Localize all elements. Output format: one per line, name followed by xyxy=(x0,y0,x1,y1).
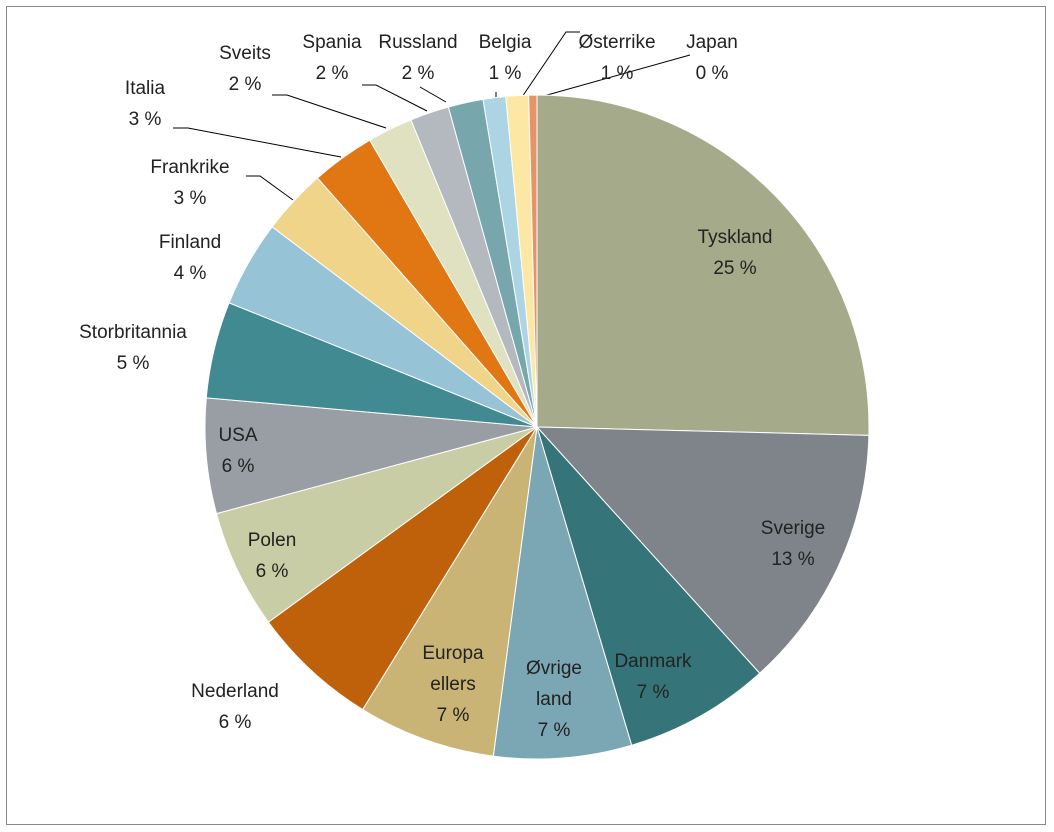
leader-line xyxy=(521,31,580,98)
pie-slice xyxy=(536,94,870,436)
value-label: 7 % xyxy=(436,705,470,726)
slice-label: Spania 2 % xyxy=(302,27,361,89)
category-label: Frankrike xyxy=(150,157,230,178)
slice-label: Belgia 1 % xyxy=(479,27,532,89)
value-label: 3 % xyxy=(173,188,207,209)
value-label: 2 % xyxy=(401,63,435,84)
category-label: Polen xyxy=(247,530,297,551)
category-label: Finland xyxy=(158,232,222,253)
value-label: 13 % xyxy=(771,549,815,570)
value-label: 6 % xyxy=(255,561,289,582)
value-label: 4 % xyxy=(173,263,207,284)
slice-label: Polen 6 % xyxy=(248,525,297,587)
category-label: Italia xyxy=(124,78,166,99)
value-label: 6 % xyxy=(218,712,252,733)
slice-label: Østerrike 1 % xyxy=(578,27,655,89)
value-label: 5 % xyxy=(116,353,150,374)
category-label: Russland xyxy=(378,32,458,53)
category-label: Europa ellers xyxy=(422,643,484,695)
slice-label: USA 6 % xyxy=(218,420,257,482)
value-label: 1 % xyxy=(600,63,634,84)
slice-label: Øvrige land 7 % xyxy=(514,653,594,746)
slice-label: Nederland 6 % xyxy=(191,676,279,738)
slice-label: Europa ellers 7 % xyxy=(413,638,493,731)
category-label: Danmark xyxy=(614,651,692,672)
pie xyxy=(204,94,870,760)
slice-label: Sveits 2 % xyxy=(219,38,271,100)
category-label: Østerrike xyxy=(578,32,656,53)
category-label: Øvrige land xyxy=(526,658,582,710)
leader-lines xyxy=(173,31,691,201)
value-label: 2 % xyxy=(228,74,262,95)
category-label: Sverige xyxy=(760,518,826,539)
leader-line xyxy=(272,94,387,129)
category-label: Nederland xyxy=(191,681,279,702)
value-label: 7 % xyxy=(636,682,670,703)
value-label: 7 % xyxy=(537,720,571,741)
slice-label: Japan 0 % xyxy=(686,27,738,89)
pie-slice xyxy=(361,426,538,757)
category-label: USA xyxy=(218,425,258,446)
category-label: Storbritannia xyxy=(79,322,187,343)
category-label: Spania xyxy=(302,32,362,53)
value-label: 0 % xyxy=(695,63,729,84)
slice-label: Italia 3 % xyxy=(125,73,165,135)
slice-label: Danmark 7 % xyxy=(614,646,691,708)
slice-label: Tyskland 25 % xyxy=(698,222,773,284)
category-label: Japan xyxy=(686,32,738,53)
leader-line xyxy=(419,86,447,103)
pie-slice xyxy=(535,426,870,674)
value-label: 1 % xyxy=(488,63,522,84)
leader-line xyxy=(173,127,342,158)
slice-label: Sverige 13 % xyxy=(761,513,825,575)
value-label: 25 % xyxy=(713,258,757,279)
leader-line xyxy=(539,54,691,98)
pie-slice xyxy=(267,426,538,711)
leader-line xyxy=(362,84,428,112)
slice-label: Finland 4 % xyxy=(159,227,221,289)
pie-slice xyxy=(492,426,633,760)
value-label: 3 % xyxy=(128,109,162,130)
slice-label: Storbritannia 5 % xyxy=(79,317,187,379)
pie-slice xyxy=(536,426,761,746)
slice-label: Frankrike 3 % xyxy=(150,152,229,214)
slice-label: Russland 2 % xyxy=(378,27,457,89)
category-label: Sveits xyxy=(219,43,271,64)
pie-slice xyxy=(528,94,538,428)
category-label: Tyskland xyxy=(697,227,773,248)
value-label: 6 % xyxy=(221,456,255,477)
category-label: Belgia xyxy=(478,32,532,53)
value-label: 2 % xyxy=(315,63,349,84)
leader-line xyxy=(246,175,294,201)
